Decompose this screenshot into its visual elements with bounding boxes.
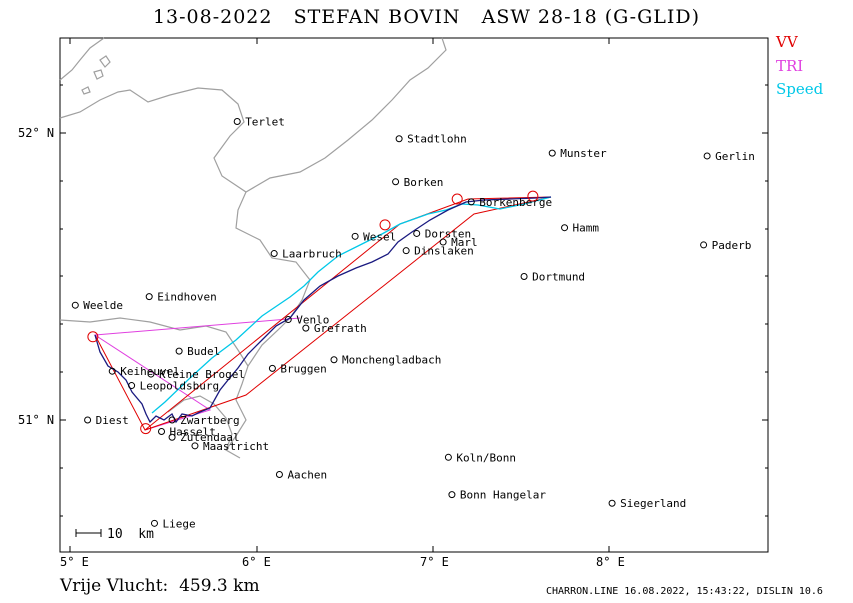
place-label: Laarbruch — [282, 248, 342, 261]
place-marker — [700, 241, 708, 249]
legend-tri: TRI — [776, 57, 804, 75]
place-label: Hasselt — [170, 425, 216, 438]
place-label: Leopoldsburg — [140, 380, 219, 393]
free-flight-task-line — [94, 196, 552, 431]
place-label: Gerlin — [715, 150, 755, 163]
map-borders — [59, 37, 447, 459]
place-label: Zutendaal — [180, 431, 240, 444]
place-label: Grefrath — [314, 322, 367, 335]
lon-label-7: 7° E — [420, 555, 449, 569]
plot-metadata: CHARRON.LINE 16.08.2022, 15:43:22, DISLI… — [546, 586, 823, 597]
place-label: Wesel — [363, 230, 396, 243]
place-marker — [275, 471, 283, 479]
place-label: Dorsten — [425, 227, 471, 240]
place-label: Munster — [560, 147, 607, 160]
lat-label-51: 51° N — [18, 413, 54, 427]
place-marker — [84, 416, 92, 424]
turnpoint-marker — [527, 190, 539, 202]
distance-readout: Vrije Vlucht: 459.3 km — [60, 576, 260, 596]
place-marker — [520, 273, 528, 280]
flight-track — [94, 196, 552, 424]
place-marker — [439, 238, 447, 246]
place-marker — [145, 293, 153, 301]
place-marker — [392, 178, 400, 186]
place-label: Bruggen — [280, 362, 326, 375]
place-marker — [191, 442, 199, 450]
legend-speed: Speed — [776, 80, 824, 98]
place-marker — [270, 250, 278, 258]
place-label: Maastricht — [203, 440, 269, 453]
place-marker — [467, 198, 475, 206]
place-marker — [395, 135, 403, 143]
lon-label-8: 8° E — [596, 555, 625, 569]
speed-track — [151, 196, 552, 414]
place-marker — [330, 356, 338, 364]
place-label: Weelde — [83, 299, 123, 312]
legend-vv: VV — [776, 33, 798, 51]
map-title: 13-08-2022 STEFAN BOVIN ASW 28-18 (G-GLI… — [152, 6, 701, 28]
place-label: Monchengladbach — [342, 354, 441, 367]
axis-ticks — [60, 38, 768, 552]
place-label: Terlet — [245, 116, 285, 129]
place-marker — [168, 416, 176, 424]
place-marker — [128, 382, 136, 390]
place-label: Kleine Brogel — [159, 368, 245, 381]
place-marker — [158, 427, 166, 435]
place-marker — [448, 491, 456, 499]
place-marker — [561, 224, 569, 232]
place-label: Liege — [162, 517, 195, 530]
place-label: Aachen — [287, 469, 327, 482]
lon-label-5: 5° E — [60, 555, 89, 569]
map-frame — [59, 37, 769, 553]
place-label: Dinslaken — [414, 245, 474, 258]
place-label: Paderb — [712, 239, 752, 252]
place-marker — [413, 229, 421, 237]
place-marker — [150, 519, 158, 527]
place-marker — [548, 149, 556, 157]
place-label: Eindhoven — [157, 291, 217, 304]
place-marker — [444, 453, 452, 461]
place-marker — [351, 232, 359, 240]
place-label: Budel — [187, 345, 220, 358]
place-marker — [608, 499, 616, 507]
place-marker — [233, 118, 241, 126]
place-marker — [703, 152, 711, 160]
place-label: Siegerland — [620, 497, 686, 510]
turnpoints-layer — [87, 190, 539, 435]
place-marker — [175, 347, 183, 355]
scale-bar-label: 10 km — [107, 527, 154, 542]
place-marker — [402, 247, 410, 255]
place-label: Zwartberg — [180, 414, 240, 427]
lon-label-6: 6° E — [242, 555, 271, 569]
place-marker — [147, 370, 155, 378]
place-label: Borkenberge — [479, 196, 552, 209]
turnpoint-marker — [87, 331, 99, 343]
lat-label-52: 52° N — [18, 126, 54, 140]
place-label: Keiheuvel — [120, 365, 180, 378]
place-label: Dortmund — [532, 271, 585, 284]
place-label: Koln/Bonn — [456, 451, 516, 464]
scale-bar: 10 km — [75, 527, 154, 542]
place-marker — [71, 301, 79, 309]
turnpoint-marker — [451, 193, 463, 205]
place-marker — [168, 433, 176, 441]
place-marker — [302, 324, 310, 332]
place-label: Venlo — [296, 314, 329, 327]
place-label: Stadtlohn — [407, 133, 467, 146]
place-label: Bonn Hangelar — [460, 489, 546, 502]
place-label: Diest — [96, 414, 129, 427]
turnpoint-marker — [140, 423, 152, 435]
place-marker — [108, 367, 116, 375]
place-label: Marl — [451, 236, 478, 249]
place-label: Hamm — [573, 222, 600, 235]
place-marker — [284, 316, 292, 324]
turnpoint-marker — [379, 219, 391, 231]
place-marker — [268, 364, 276, 372]
places-layer: Terlet Stadtlohn Munster Gerlin Borken Borken… — [71, 116, 755, 530]
place-label: Borken — [404, 176, 444, 189]
